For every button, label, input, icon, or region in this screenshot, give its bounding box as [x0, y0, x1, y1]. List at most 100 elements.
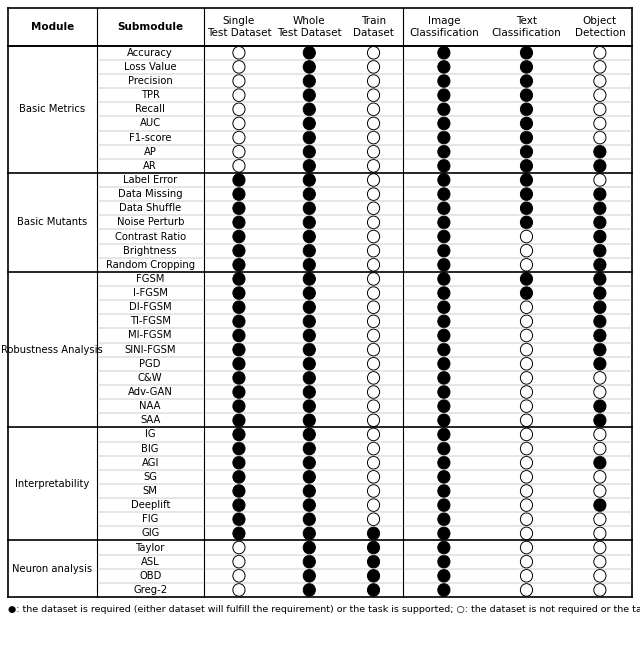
Ellipse shape: [594, 258, 606, 271]
Text: Train
Dataset: Train Dataset: [353, 16, 394, 38]
Text: TPR: TPR: [141, 90, 159, 100]
Ellipse shape: [438, 556, 450, 568]
Text: Brightness: Brightness: [124, 246, 177, 256]
Ellipse shape: [233, 329, 245, 342]
Ellipse shape: [303, 471, 316, 483]
Ellipse shape: [520, 61, 532, 73]
Text: Object
Detection: Object Detection: [575, 16, 625, 38]
Text: Precision: Precision: [128, 76, 173, 86]
Ellipse shape: [438, 315, 450, 328]
Ellipse shape: [438, 173, 450, 186]
Text: ●: the dataset is required (either dataset will fulfill the requirement) or the : ●: the dataset is required (either datas…: [8, 605, 640, 614]
Ellipse shape: [594, 301, 606, 314]
Ellipse shape: [303, 329, 316, 342]
Text: Basic Metrics: Basic Metrics: [19, 104, 85, 114]
Ellipse shape: [520, 145, 532, 158]
Ellipse shape: [438, 513, 450, 526]
Ellipse shape: [594, 188, 606, 200]
Ellipse shape: [233, 344, 245, 356]
Text: C&W: C&W: [138, 373, 163, 383]
Ellipse shape: [520, 131, 532, 144]
Ellipse shape: [438, 244, 450, 257]
Ellipse shape: [233, 513, 245, 526]
Text: GIG: GIG: [141, 528, 159, 539]
Text: AUC: AUC: [140, 119, 161, 128]
Text: Noise Perturb: Noise Perturb: [116, 217, 184, 228]
Ellipse shape: [438, 160, 450, 172]
Ellipse shape: [594, 244, 606, 257]
Ellipse shape: [594, 287, 606, 299]
Ellipse shape: [233, 315, 245, 328]
Text: NAA: NAA: [140, 401, 161, 411]
Text: SINI-FGSM: SINI-FGSM: [125, 345, 176, 355]
Text: Neuron analysis: Neuron analysis: [12, 564, 92, 574]
Ellipse shape: [438, 584, 450, 596]
Text: Label Error: Label Error: [123, 175, 177, 185]
Ellipse shape: [520, 75, 532, 87]
Ellipse shape: [438, 145, 450, 158]
Ellipse shape: [438, 46, 450, 59]
Text: I-FGSM: I-FGSM: [132, 288, 168, 298]
Ellipse shape: [520, 287, 532, 299]
Text: AP: AP: [144, 147, 157, 156]
Ellipse shape: [438, 329, 450, 342]
Text: Loss Value: Loss Value: [124, 62, 177, 72]
Ellipse shape: [438, 442, 450, 455]
Text: Submodule: Submodule: [117, 22, 183, 32]
Ellipse shape: [233, 301, 245, 314]
Ellipse shape: [303, 428, 316, 441]
Ellipse shape: [303, 357, 316, 370]
Text: SAA: SAA: [140, 415, 161, 425]
Ellipse shape: [303, 287, 316, 299]
Ellipse shape: [594, 400, 606, 413]
Ellipse shape: [233, 527, 245, 540]
Ellipse shape: [303, 315, 316, 328]
Ellipse shape: [438, 414, 450, 426]
Text: F1-score: F1-score: [129, 132, 172, 143]
Ellipse shape: [438, 89, 450, 102]
Ellipse shape: [438, 188, 450, 200]
Ellipse shape: [594, 273, 606, 286]
Ellipse shape: [233, 202, 245, 215]
Ellipse shape: [438, 357, 450, 370]
Ellipse shape: [594, 160, 606, 172]
Ellipse shape: [594, 329, 606, 342]
Ellipse shape: [233, 456, 245, 469]
Ellipse shape: [303, 173, 316, 186]
Ellipse shape: [303, 400, 316, 413]
Text: FIG: FIG: [142, 514, 159, 524]
Ellipse shape: [367, 556, 380, 568]
Ellipse shape: [438, 400, 450, 413]
Ellipse shape: [303, 273, 316, 286]
Ellipse shape: [303, 131, 316, 144]
Ellipse shape: [303, 230, 316, 243]
Ellipse shape: [303, 61, 316, 73]
Text: PGD: PGD: [140, 359, 161, 369]
Text: Module: Module: [31, 22, 74, 32]
Ellipse shape: [303, 258, 316, 271]
Ellipse shape: [438, 527, 450, 540]
Text: Single
Test Dataset: Single Test Dataset: [207, 16, 271, 38]
Ellipse shape: [233, 428, 245, 441]
Ellipse shape: [438, 216, 450, 229]
Ellipse shape: [438, 428, 450, 441]
Ellipse shape: [438, 372, 450, 384]
Text: AGI: AGI: [141, 458, 159, 467]
Ellipse shape: [233, 216, 245, 229]
Text: Random Cropping: Random Cropping: [106, 259, 195, 270]
Ellipse shape: [438, 117, 450, 130]
Text: DI-FGSM: DI-FGSM: [129, 303, 172, 312]
Ellipse shape: [303, 456, 316, 469]
Ellipse shape: [438, 273, 450, 286]
Ellipse shape: [303, 89, 316, 102]
Ellipse shape: [520, 117, 532, 130]
Ellipse shape: [438, 569, 450, 582]
Ellipse shape: [520, 202, 532, 215]
Ellipse shape: [438, 61, 450, 73]
Ellipse shape: [438, 230, 450, 243]
Ellipse shape: [520, 103, 532, 115]
Ellipse shape: [594, 344, 606, 356]
Ellipse shape: [438, 287, 450, 299]
Ellipse shape: [520, 46, 532, 59]
Ellipse shape: [303, 103, 316, 115]
